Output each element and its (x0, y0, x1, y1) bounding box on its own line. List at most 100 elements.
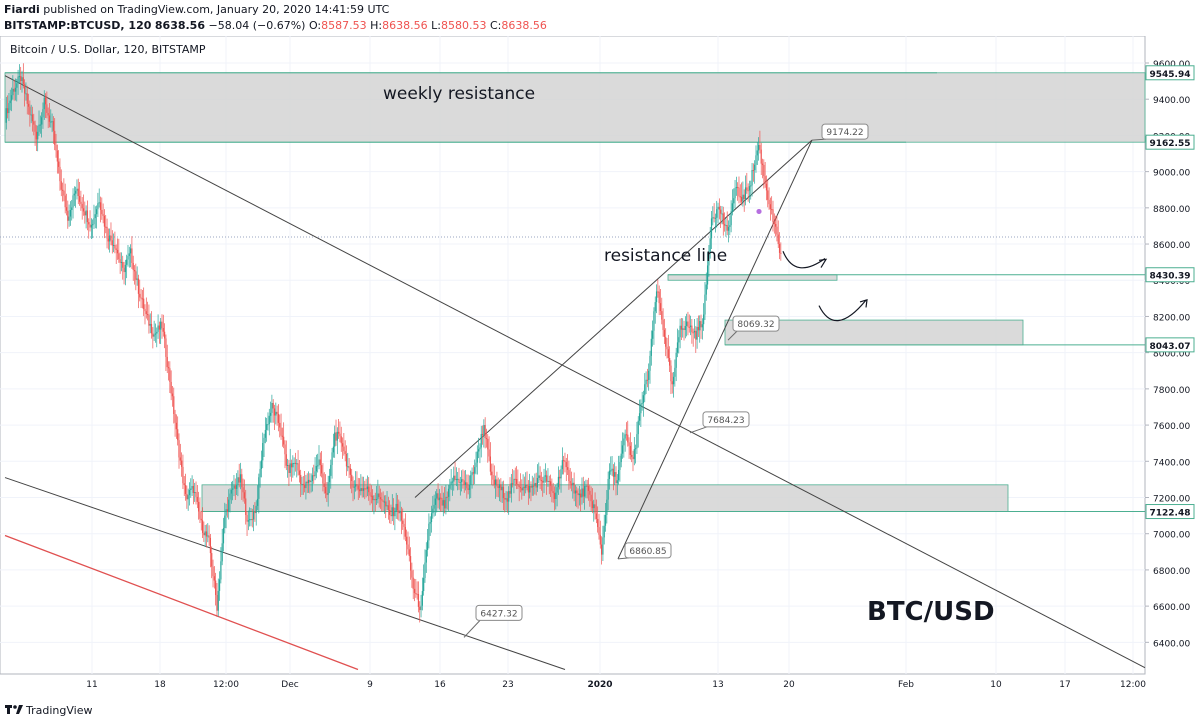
candle-body (323, 483, 325, 488)
candle-body (603, 525, 605, 538)
candle-body (187, 495, 189, 500)
candle-body (102, 214, 104, 216)
candle-body (705, 284, 707, 295)
candle-body (33, 121, 35, 125)
candle-body (430, 513, 433, 523)
high-label: H: (370, 19, 383, 32)
candle-body (758, 145, 760, 151)
candle-body (564, 460, 566, 463)
candle-body (767, 190, 769, 200)
candle-body (589, 490, 591, 495)
candle-body (7, 108, 9, 114)
price-chart[interactable]: 9174.22 8069.32 7684.23 6860.85 6427.32 9600… (0, 36, 1200, 696)
candle-body (372, 495, 374, 501)
candle-body (171, 393, 174, 397)
candle-body (247, 520, 249, 522)
projection-curve (782, 251, 826, 269)
candle-body (695, 330, 697, 340)
candle-body (263, 437, 265, 444)
candle-body (565, 462, 567, 468)
candle-body (566, 467, 569, 470)
marker-dot (755, 208, 763, 215)
candle-body (398, 510, 400, 514)
candle-body (24, 84, 26, 94)
candle-body (90, 224, 92, 228)
candle-body (94, 214, 96, 219)
candle-body (157, 325, 159, 332)
candle-body (232, 488, 234, 490)
candle-body (115, 248, 117, 250)
candle-body (200, 518, 202, 521)
candle-body (160, 321, 162, 330)
candle-body (385, 501, 387, 507)
candle-body (105, 226, 107, 228)
candle-body (532, 485, 535, 487)
x-axis[interactable]: 11 18 12:00 Dec 9 16 23 2020 13 20 Feb 10 17 12:00 (86, 680, 1146, 690)
candle-body (755, 155, 757, 165)
candle-body (438, 497, 440, 501)
candle-body (30, 114, 32, 116)
candle-body (529, 485, 531, 493)
candle-body (318, 459, 320, 466)
candle-body (557, 476, 560, 488)
candle-body (225, 509, 227, 516)
candle-body (77, 188, 79, 197)
candle-body (502, 486, 505, 499)
candle-body (426, 540, 429, 550)
candle-body (216, 595, 218, 611)
candle-body (199, 511, 201, 519)
candle-body (610, 470, 612, 472)
candle-body (510, 483, 512, 494)
tradingview-brand[interactable]: TradingView (26, 704, 93, 717)
candle-body (607, 478, 609, 500)
candle-body (165, 338, 167, 357)
candle-body (76, 188, 78, 191)
candle-body (136, 278, 138, 280)
price-change: −58.04 (−0.67%) (208, 19, 306, 32)
candle-body (42, 109, 44, 118)
candle-body (29, 106, 31, 115)
candle-body (552, 491, 554, 493)
tradingview-logo-icon[interactable] (5, 703, 23, 715)
candle-body (474, 467, 476, 474)
candle-body (332, 446, 334, 453)
candle-body (713, 217, 715, 219)
candle-body (775, 223, 777, 227)
candle-body (420, 605, 422, 611)
candle-body (228, 499, 230, 512)
publish-info: Fiardi published on TradingView.com, Jan… (4, 3, 389, 16)
candle-body (750, 185, 752, 187)
candle-body (419, 606, 421, 611)
candle-body (594, 504, 596, 514)
candle-body (47, 113, 49, 116)
callout-pointer (689, 426, 708, 434)
candle-body (573, 482, 575, 494)
candle-body (672, 376, 675, 385)
candle-body (623, 438, 625, 446)
candle-body (85, 210, 87, 216)
candle-body (331, 452, 333, 465)
candle-body (21, 77, 23, 81)
candle-body (41, 117, 43, 125)
publisher-name[interactable]: Fiardi (4, 3, 40, 16)
candle-body (170, 381, 172, 394)
callout-label: 8069.32 (737, 320, 774, 330)
candle-body (224, 515, 226, 529)
y-tick-label: 7000.00 (1153, 531, 1190, 541)
x-tick-label: 12:00 (213, 680, 239, 690)
candle-body (259, 468, 261, 478)
y-tick-label: 7400.00 (1153, 458, 1190, 468)
candle-body (676, 342, 679, 353)
candle-body (522, 486, 524, 491)
candle-body (144, 309, 146, 312)
candle-body (17, 76, 19, 84)
candle-body (55, 144, 57, 151)
candle-body (602, 537, 604, 555)
candle-body (453, 475, 455, 482)
candle-body (743, 194, 745, 200)
candle-body (599, 534, 601, 545)
candle-body (54, 130, 56, 145)
callout-box (821, 123, 869, 140)
candle-body (678, 337, 680, 343)
y-axis[interactable]: 9600.009400.009200.009000.008800.008600.… (1145, 60, 1195, 649)
